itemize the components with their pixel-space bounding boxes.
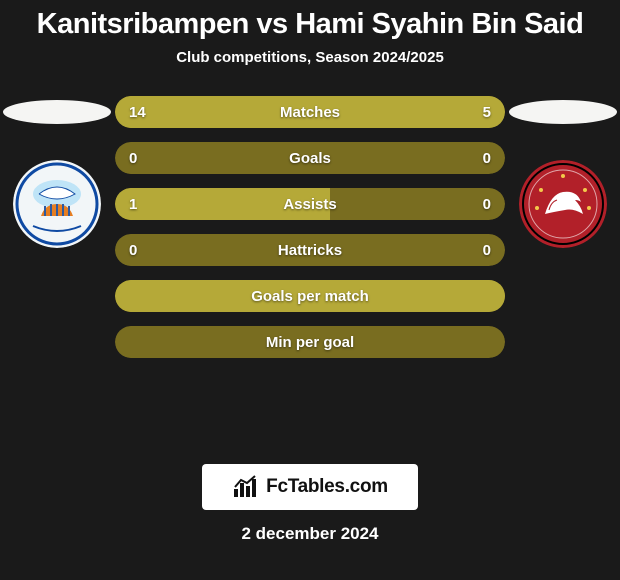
stat-bar-value-left: 0	[129, 142, 137, 174]
stat-bar-value-right: 0	[483, 142, 491, 174]
branding-badge: FcTables.com	[202, 464, 418, 510]
stat-bar-label: Hattricks	[115, 234, 505, 266]
player-left-photo-placeholder	[3, 100, 111, 124]
stat-bar-value-left: 0	[129, 234, 137, 266]
branding-logo-icon	[232, 475, 260, 499]
player-left-club-badge	[13, 160, 101, 248]
stat-bar-label: Matches	[115, 96, 505, 128]
comparison-panel: Matches145Goals00Assists10Hattricks00Goa…	[0, 84, 620, 464]
stat-bar-value-left: 1	[129, 188, 137, 220]
stat-bar-value-right: 5	[483, 96, 491, 128]
stat-bar-value-right: 0	[483, 188, 491, 220]
stat-bars: Matches145Goals00Assists10Hattricks00Goa…	[115, 96, 505, 372]
stat-bar-row: Assists1 0	[115, 188, 505, 220]
player-right-club-badge	[519, 160, 607, 248]
page-title: Kanitsribampen vs Hami Syahin Bin Said	[0, 0, 620, 41]
stat-bar-row: Hattricks0 0	[115, 234, 505, 266]
stat-bar-label: Goals per match	[115, 280, 505, 312]
stat-bar-row: Min per goal	[115, 326, 505, 358]
subtitle: Club competitions, Season 2024/2025	[0, 49, 620, 66]
player-left-column	[2, 84, 112, 248]
player-right-column	[508, 84, 618, 248]
stat-bar-label: Min per goal	[115, 326, 505, 358]
stat-bar-row: Matches14 5	[115, 96, 505, 128]
club-badge-left-svg	[13, 160, 101, 248]
branding-text: FcTables.com	[266, 476, 388, 498]
stat-bar-value-left: 14	[129, 96, 146, 128]
stat-bar-label: Goals	[115, 142, 505, 174]
player-right-photo-placeholder	[509, 100, 617, 124]
date-line: 2 december 2024	[0, 524, 620, 544]
stat-bar-row: Goals0 0	[115, 142, 505, 174]
stat-bar-row: Goals per match	[115, 280, 505, 312]
club-badge-right-svg	[519, 160, 607, 248]
stat-bar-value-right: 0	[483, 234, 491, 266]
stat-bar-label: Assists	[115, 188, 505, 220]
